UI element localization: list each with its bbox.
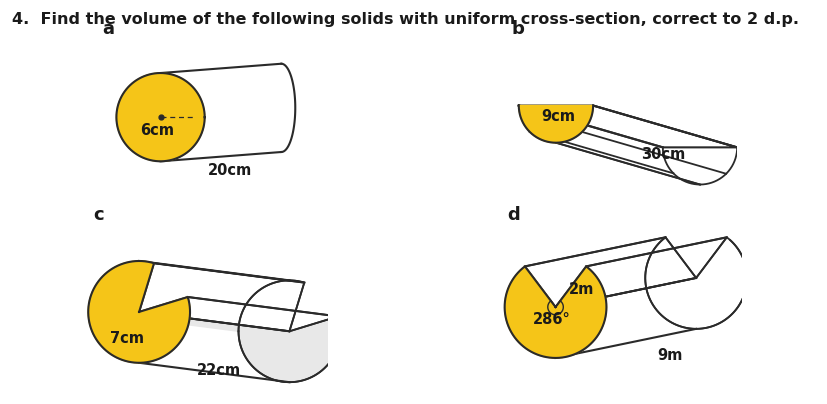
Polygon shape xyxy=(160,64,281,161)
Polygon shape xyxy=(662,147,736,185)
Polygon shape xyxy=(504,266,605,358)
Text: 2m: 2m xyxy=(568,282,594,297)
Text: 22cm: 22cm xyxy=(197,363,241,378)
Polygon shape xyxy=(555,237,726,307)
Text: d: d xyxy=(506,206,519,224)
Text: b: b xyxy=(511,19,524,38)
Polygon shape xyxy=(117,73,204,161)
Text: 9cm: 9cm xyxy=(541,109,575,124)
Text: 9m: 9m xyxy=(656,348,681,363)
Polygon shape xyxy=(524,237,696,307)
Text: a: a xyxy=(103,19,114,38)
Polygon shape xyxy=(238,280,340,382)
Polygon shape xyxy=(281,64,295,152)
Polygon shape xyxy=(644,237,746,329)
Polygon shape xyxy=(88,261,304,331)
Polygon shape xyxy=(519,105,736,147)
Text: 20cm: 20cm xyxy=(208,163,252,178)
Text: 7cm: 7cm xyxy=(110,331,144,346)
Polygon shape xyxy=(519,105,592,143)
Polygon shape xyxy=(88,297,340,382)
Polygon shape xyxy=(88,261,190,363)
Polygon shape xyxy=(139,297,337,331)
Polygon shape xyxy=(139,263,304,331)
Text: 286°: 286° xyxy=(533,312,570,327)
Text: c: c xyxy=(93,206,103,224)
Text: 4.  Find the volume of the following solids with uniform cross-section, correct : 4. Find the volume of the following soli… xyxy=(12,12,798,27)
Text: 6cm: 6cm xyxy=(140,122,174,138)
Polygon shape xyxy=(504,237,746,358)
Text: 30cm: 30cm xyxy=(640,147,684,162)
